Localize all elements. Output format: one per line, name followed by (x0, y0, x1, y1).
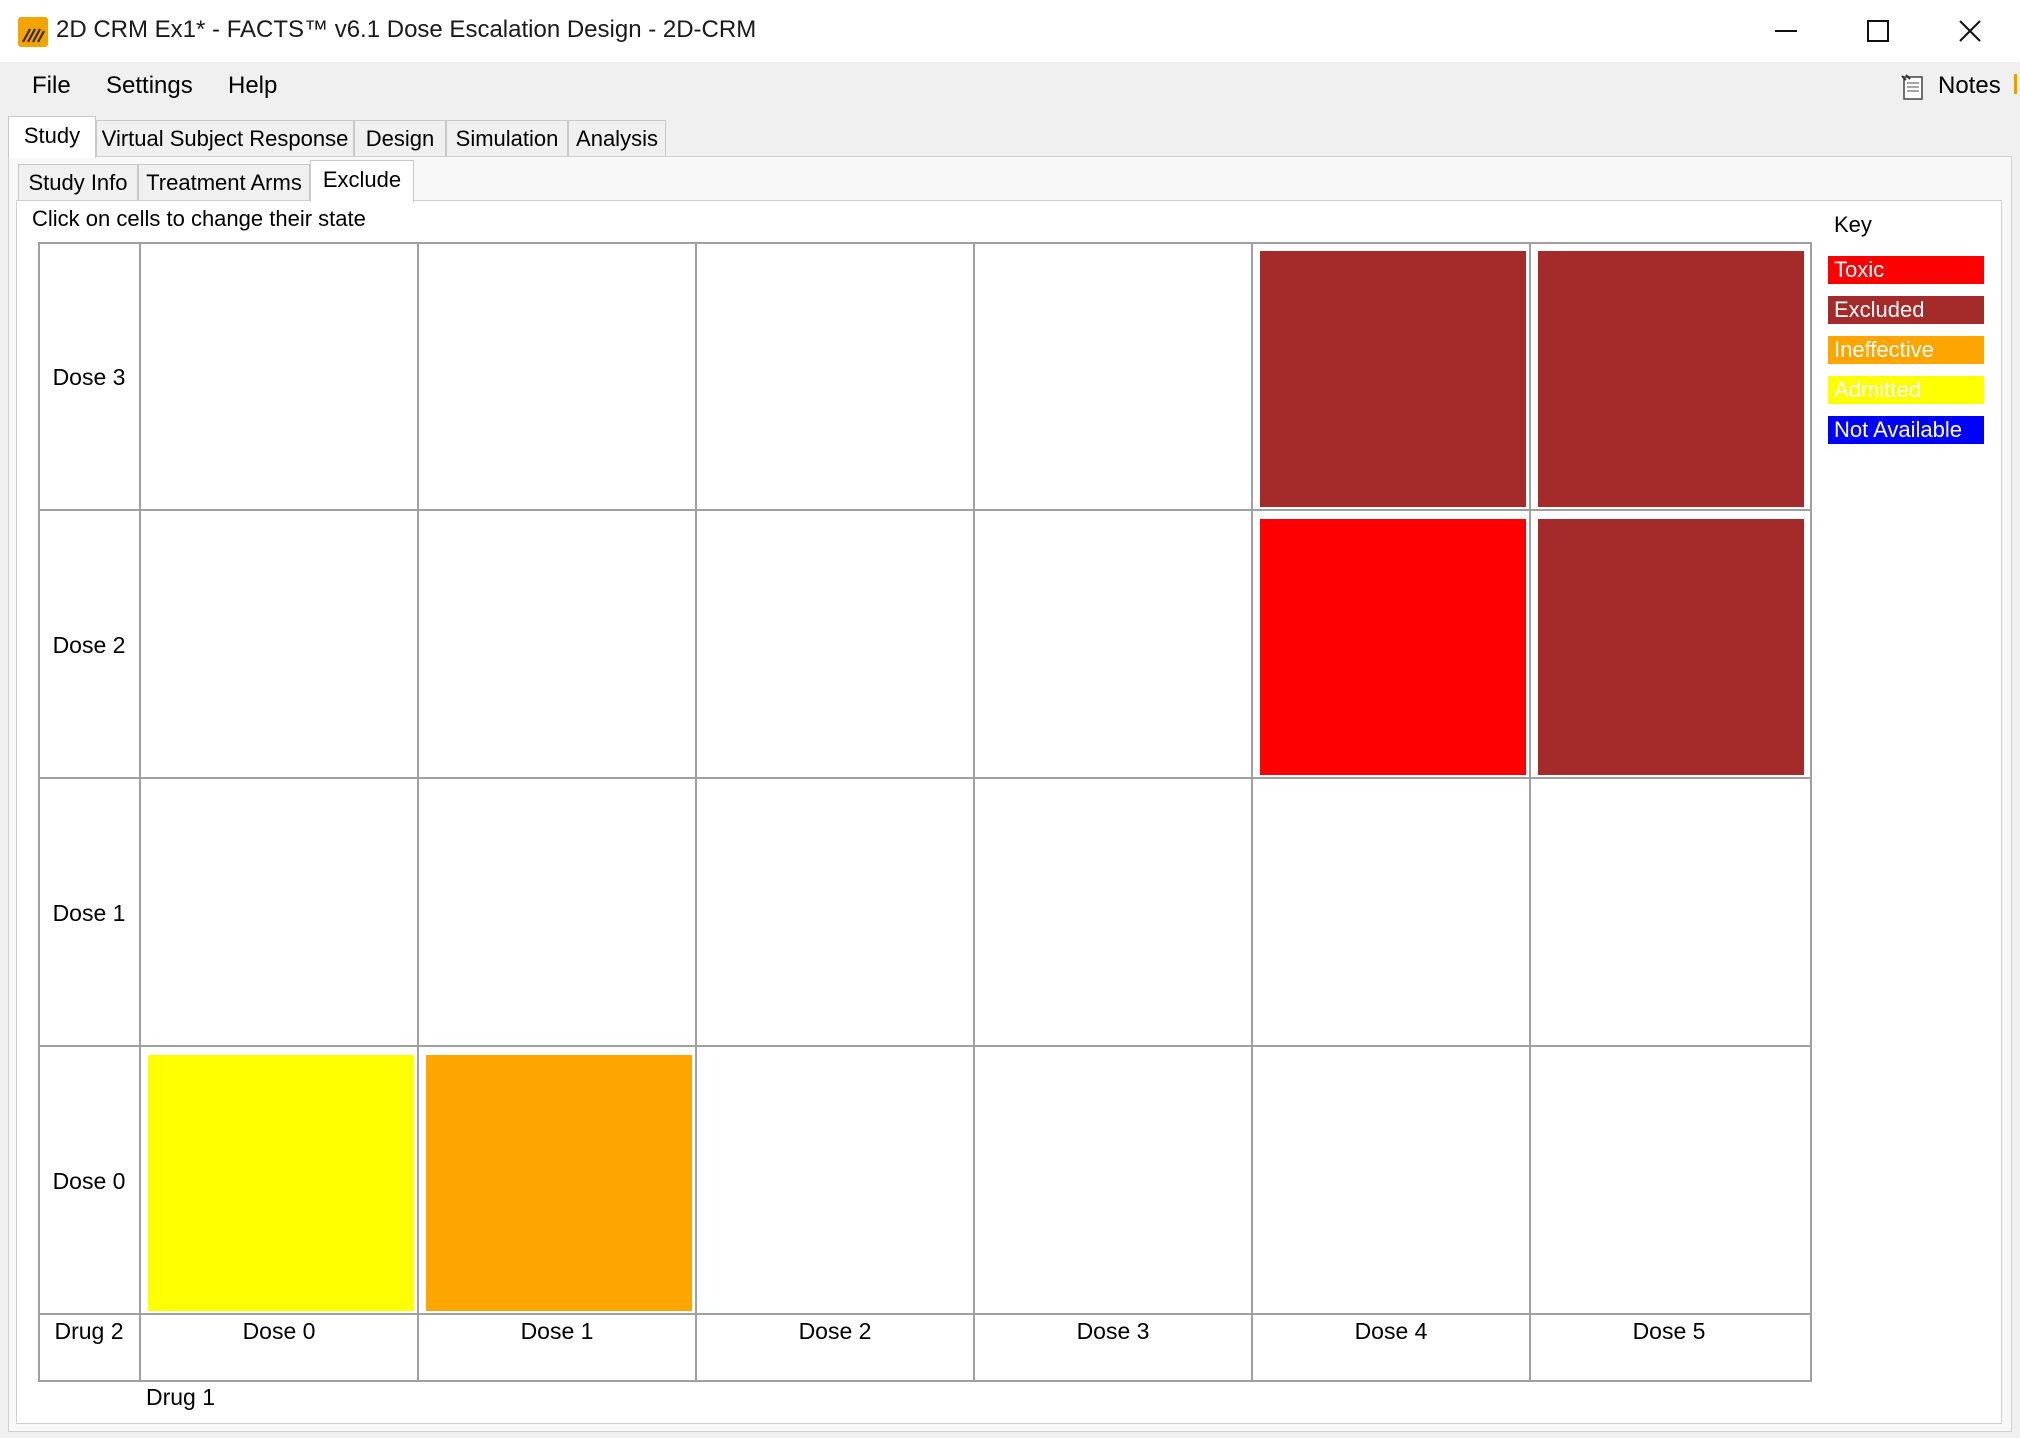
grid-line (1529, 242, 1531, 1382)
drug-1-axis-label: Drug 1 (146, 1384, 216, 1410)
col-label-dose-2: Dose 2 (798, 1318, 872, 1344)
cell-state-excluded (1538, 519, 1804, 775)
grid-cell[interactable] (1538, 787, 1804, 1043)
grid-line (38, 509, 1812, 511)
grid-line (695, 242, 697, 1382)
grid-cell[interactable] (704, 519, 970, 775)
title-bar (0, 0, 2020, 62)
maximize-icon (1867, 20, 1889, 42)
close-button[interactable] (1924, 0, 2016, 62)
grid-cell[interactable] (704, 787, 970, 1043)
grid-line (973, 242, 975, 1382)
key-title: Key (1834, 212, 1872, 237)
row-label-dose-3: Dose 3 (52, 364, 126, 390)
toolbar-accent (2014, 74, 2017, 94)
tab-study-info[interactable]: Study Info (18, 164, 138, 202)
window-title: 2D CRM Ex1* - FACTS™ v6.1 Dose Escalatio… (56, 16, 757, 43)
grid-line (139, 242, 141, 1382)
tab-analysis[interactable]: Analysis (568, 120, 666, 158)
grid-cell[interactable] (704, 251, 970, 507)
cell-state-excluded (1538, 251, 1804, 507)
cell-state-excluded (1260, 251, 1526, 507)
minimize-button[interactable] (1740, 0, 1832, 62)
maximize-button[interactable] (1832, 0, 1924, 62)
grid-cell[interactable] (426, 519, 692, 775)
tab-treatment-arms[interactable]: Treatment Arms (138, 164, 310, 202)
grid-line (1251, 242, 1253, 1382)
tab-simulation[interactable]: Simulation (446, 120, 568, 158)
col-label-dose-5: Dose 5 (1632, 1318, 1706, 1344)
grid-line (417, 242, 419, 1382)
cell-state-ineffective (426, 1055, 692, 1311)
notes-button[interactable]: Notes (1898, 70, 2008, 104)
grid-line (38, 1313, 1812, 1315)
key-admitted: Admitted (1828, 376, 1984, 404)
cell-state-admitted (148, 1055, 414, 1311)
tab-exclude[interactable]: Exclude (310, 160, 414, 202)
grid-line (38, 777, 1812, 779)
grid-cell[interactable] (148, 787, 414, 1043)
minimize-icon (1775, 30, 1797, 32)
grid-cell[interactable] (1260, 519, 1526, 775)
grid-cell[interactable] (148, 251, 414, 507)
notes-label: Notes (1938, 72, 2001, 99)
col-label-dose-0: Dose 0 (242, 1318, 316, 1344)
grid-cell[interactable] (704, 1055, 970, 1311)
grid-cell[interactable] (982, 1055, 1248, 1311)
grid-cell[interactable] (426, 251, 692, 507)
col-label-dose-4: Dose 4 (1354, 1318, 1428, 1344)
grid-cell[interactable] (148, 519, 414, 775)
cell-state-toxic (1260, 519, 1526, 775)
grid-cell[interactable] (426, 787, 692, 1043)
close-icon (1959, 20, 1981, 42)
tab-study[interactable]: Study (8, 116, 96, 158)
grid-cell[interactable] (1538, 251, 1804, 507)
grid-line (38, 1045, 1812, 1047)
menu-help[interactable]: Help (228, 72, 278, 99)
menu-file[interactable]: File (32, 72, 71, 99)
row-label-dose-0: Dose 0 (52, 1168, 126, 1194)
key-toxic: Toxic (1828, 256, 1984, 284)
key-excluded: Excluded (1828, 296, 1984, 324)
menu-settings[interactable]: Settings (106, 72, 193, 99)
grid-cell[interactable] (1538, 519, 1804, 775)
key-not-available: Not Available (1828, 416, 1984, 444)
grid-cell[interactable] (982, 787, 1248, 1043)
app-logo-icon (18, 17, 48, 47)
row-label-dose-1: Dose 1 (52, 900, 126, 926)
grid-cell[interactable] (1538, 1055, 1804, 1311)
grid-cell[interactable] (426, 1055, 692, 1311)
grid-cell[interactable] (1260, 787, 1526, 1043)
tab-design[interactable]: Design (354, 120, 446, 158)
col-label-dose-3: Dose 3 (1076, 1318, 1150, 1344)
instruction-text: Click on cells to change their state (32, 206, 366, 231)
grid-cell[interactable] (982, 519, 1248, 775)
drug-2-axis-label: Drug 2 (54, 1318, 124, 1344)
col-label-dose-1: Dose 1 (520, 1318, 594, 1344)
grid-cell[interactable] (148, 1055, 414, 1311)
grid-cell[interactable] (1260, 1055, 1526, 1311)
grid-cell[interactable] (982, 251, 1248, 507)
tab-virtual-subject-response[interactable]: Virtual Subject Response (96, 120, 354, 158)
notepad-icon (1901, 74, 1923, 100)
key-ineffective: Ineffective (1828, 336, 1984, 364)
row-label-dose-2: Dose 2 (52, 632, 126, 658)
grid-cell[interactable] (1260, 251, 1526, 507)
menu-bar (0, 62, 2020, 110)
